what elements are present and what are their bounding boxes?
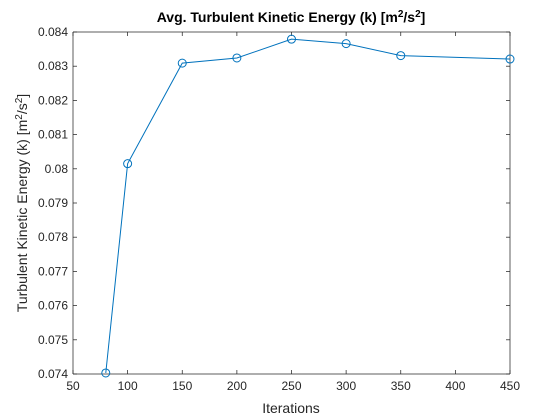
data-point xyxy=(505,54,515,64)
x-tick-label: 200 xyxy=(227,379,247,393)
y-tick-label: 0.081 xyxy=(38,128,68,142)
chart-title-end: ] xyxy=(421,9,426,25)
y-tick-label: 0.084 xyxy=(38,25,68,39)
chart-title: Avg. Turbulent Kinetic Energy (k) [m2/s2… xyxy=(157,9,426,25)
chart-title-sup2: 2 xyxy=(415,9,421,20)
chart-title-main: Avg. Turbulent Kinetic Energy (k) [m xyxy=(157,9,398,25)
y-tick-label: 0.082 xyxy=(38,93,68,107)
y-axis-label-end: ] xyxy=(14,94,30,98)
x-tick-label: 150 xyxy=(172,379,192,393)
x-tick-label: 50 xyxy=(66,379,80,393)
y-tick-label: 0.077 xyxy=(38,264,68,278)
chart-title-mid: /s xyxy=(403,9,415,25)
x-tick-label: 100 xyxy=(118,379,138,393)
data-point xyxy=(396,51,406,61)
y-axis-ticks: 0.074 0.075 0.076 0.077 0.078 0.079 0.08 0.081 0… xyxy=(38,25,510,381)
y-axis-label-mid: /s xyxy=(14,103,30,114)
y-tick-label: 0.083 xyxy=(38,59,68,73)
x-tick-label: 400 xyxy=(445,379,465,393)
y-tick-label: 0.076 xyxy=(38,299,68,313)
y-tick-label: 0.08 xyxy=(45,162,69,176)
data-point xyxy=(341,39,351,49)
y-tick-label: 0.079 xyxy=(38,196,68,210)
plot-area xyxy=(73,32,510,374)
series-layer xyxy=(101,34,515,378)
x-axis-ticks: 50 100 150 200 250 300 350 400 450 xyxy=(66,32,520,393)
data-point xyxy=(101,368,111,378)
x-tick-label: 250 xyxy=(281,379,301,393)
y-tick-label: 0.078 xyxy=(38,230,68,244)
y-axis-label-sup1: 2 xyxy=(14,114,25,120)
y-axis-label-sup2: 2 xyxy=(14,97,25,103)
data-point xyxy=(177,58,187,68)
data-point xyxy=(287,34,296,44)
y-tick-label: 0.075 xyxy=(38,333,68,347)
data-point xyxy=(123,159,133,169)
x-axis-label: Iterations xyxy=(262,400,320,416)
y-tick-label: 0.074 xyxy=(38,367,68,381)
x-tick-label: 450 xyxy=(500,379,520,393)
x-tick-label: 300 xyxy=(336,379,356,393)
data-point xyxy=(232,53,242,63)
y-axis-label: Turbulent Kinetic Energy (k) [m2/s2] xyxy=(14,94,30,312)
x-tick-label: 350 xyxy=(391,379,411,393)
chart-title-sup1: 2 xyxy=(398,9,404,20)
y-axis-label-main: Turbulent Kinetic Energy (k) [m xyxy=(14,120,30,312)
series-line xyxy=(105,38,511,374)
